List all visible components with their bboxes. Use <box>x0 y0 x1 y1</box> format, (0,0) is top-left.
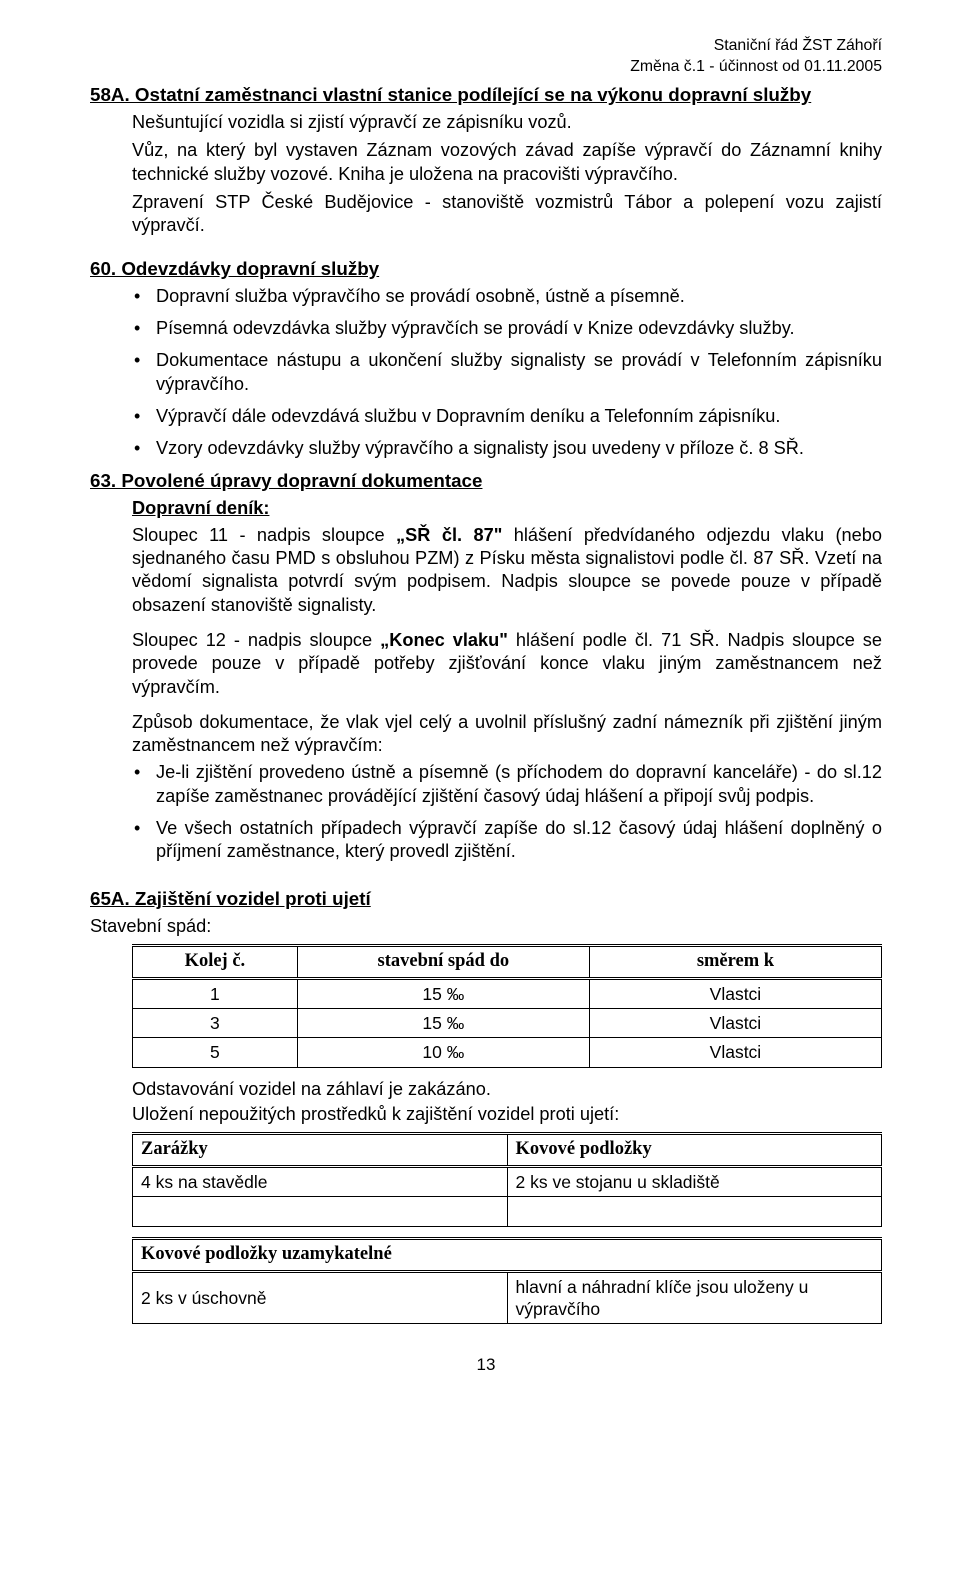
th-smerem: směrem k <box>589 945 881 978</box>
cell: Vlastci <box>589 1038 881 1067</box>
heading-58a: 58A. Ostatní zaměstnanci vlastní stanice… <box>90 83 882 107</box>
table-row: 1 15 ‰ Vlastci <box>133 978 882 1008</box>
table-uzamykatelne: Kovové podložky uzamykatelné 2 ks v úsch… <box>132 1237 882 1324</box>
table-spad: Kolej č. stavební spád do směrem k 1 15 … <box>132 944 882 1068</box>
bullet-60-2: Písemná odevzdávka služby výpravčích se … <box>132 317 882 340</box>
table-row: 4 ks na stavědle 2 ks ve stojanu u sklad… <box>133 1167 882 1197</box>
cell: 10 ‰ <box>297 1038 589 1067</box>
cell: 15 ‰ <box>297 978 589 1008</box>
bullet-60-3: Dokumentace nástupu a ukončení služby si… <box>132 349 882 396</box>
th-spad: stavební spád do <box>297 945 589 978</box>
table-row: 3 15 ‰ Vlastci <box>133 1009 882 1038</box>
heading-60: 60. Odevzdávky dopravní služby <box>90 257 882 281</box>
cell: 1 <box>133 978 298 1008</box>
bullet-60-5: Vzory odevzdávky služby výpravčího a sig… <box>132 437 882 460</box>
bullet-63-1: Je-li zjištění provedeno ústně a písemně… <box>132 761 882 808</box>
p-58a-3: Zpravení STP České Budějovice - stanoviš… <box>132 191 882 238</box>
cell: Vlastci <box>589 1009 881 1038</box>
header-line1: Staniční řád ŽST Záhoří <box>714 37 882 54</box>
th-kolej: Kolej č. <box>133 945 298 978</box>
p-58a-1: Nešuntující vozidla si zjistí výpravčí z… <box>132 111 882 134</box>
p-58a-2: Vůz, na který byl vystaven Záznam vozový… <box>132 139 882 186</box>
table-row: 5 10 ‰ Vlastci <box>133 1038 882 1067</box>
cell: 3 <box>133 1009 298 1038</box>
cell-empty <box>507 1197 882 1226</box>
table-uzamykatelne-header: Kovové podložky uzamykatelné <box>133 1238 882 1271</box>
cell: hlavní a náhradní klíče jsou uloženy u v… <box>507 1271 882 1324</box>
header-line2: Změna č.1 - účinnost od 01.11.2005 <box>630 58 882 75</box>
bold-konec: „Konec vlaku" <box>380 630 508 650</box>
p-63-1-pre: Sloupec 11 - nadpis sloupce <box>132 525 396 545</box>
list-60: Dopravní služba výpravčího se provádí os… <box>132 285 882 461</box>
p-65a-1: Odstavování vozidel na záhlaví je zakázá… <box>132 1078 882 1101</box>
bullet-60-1: Dopravní služba výpravčího se provádí os… <box>132 285 882 308</box>
table-row: 2 ks v úschovně hlavní a náhradní klíče … <box>133 1271 882 1324</box>
heading-65a: 65A. Zajištění vozidel proti ujetí <box>90 887 882 911</box>
table-zarazky: Zarážky Kovové podložky 4 ks na stavědle… <box>132 1132 882 1226</box>
label-spad: Stavební spád: <box>90 915 882 938</box>
cell: 5 <box>133 1038 298 1067</box>
p-63-2-pre: Sloupec 12 - nadpis sloupce <box>132 630 380 650</box>
page-header: Staniční řád ŽST Záhoří Změna č.1 - účin… <box>90 36 882 77</box>
th-podlozky: Kovové podložky <box>507 1134 882 1167</box>
list-63: Je-li zjištění provedeno ústně a písemně… <box>132 761 882 863</box>
bold-sr87: „SŘ čl. 87" <box>396 525 502 545</box>
bullet-60-4: Výpravčí dále odevzdává službu v Dopravn… <box>132 405 882 428</box>
cell-empty <box>133 1197 508 1226</box>
cell: Vlastci <box>589 978 881 1008</box>
subheading-63: Dopravní deník: <box>132 497 882 520</box>
cell: 15 ‰ <box>297 1009 589 1038</box>
th-zarazky: Zarážky <box>133 1134 508 1167</box>
table-zarazky-header: Zarážky Kovové podložky <box>133 1134 882 1167</box>
table-spad-header: Kolej č. stavební spád do směrem k <box>133 945 882 978</box>
p-63-3: Způsob dokumentace, že vlak vjel celý a … <box>132 711 882 758</box>
page-number: 13 <box>90 1354 882 1376</box>
cell: 2 ks v úschovně <box>133 1271 508 1324</box>
cell: 2 ks ve stojanu u skladiště <box>507 1167 882 1197</box>
bullet-63-2: Ve všech ostatních případech výpravčí za… <box>132 817 882 864</box>
p-65a-2: Uložení nepoužitých prostředků k zajiště… <box>132 1103 882 1126</box>
cell: 4 ks na stavědle <box>133 1167 508 1197</box>
th-uzamykatelne: Kovové podložky uzamykatelné <box>133 1238 882 1271</box>
heading-63: 63. Povolené úpravy dopravní dokumentace <box>90 469 882 493</box>
table-row <box>133 1197 882 1226</box>
